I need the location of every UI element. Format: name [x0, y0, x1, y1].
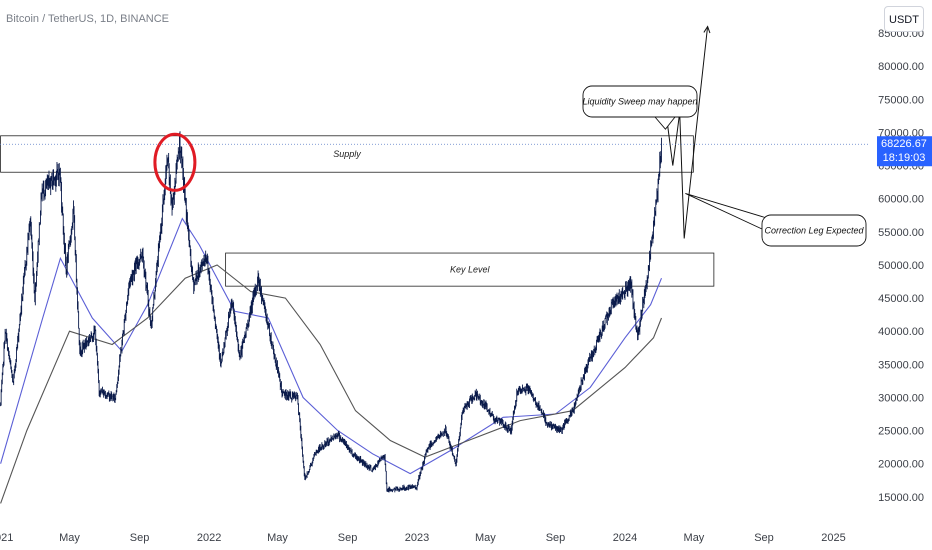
y-tick-label: 40000.00 [878, 326, 924, 338]
highlight-circle [153, 132, 197, 192]
projection-layer [665, 25, 711, 239]
y-tick-label: 60000.00 [878, 194, 924, 206]
x-tick-label: Sep [754, 532, 774, 544]
zone-label: Key Level [450, 265, 491, 275]
x-tick-label: Sep [130, 532, 150, 544]
y-tick-label: 75000.00 [878, 94, 924, 106]
last-price-label: 68226.67 [881, 138, 927, 150]
moving-average-line-2 [0, 264, 663, 504]
y-tick-label: 30000.00 [878, 392, 924, 404]
y-tick-label: 35000.00 [878, 359, 924, 371]
callout-pointer [685, 192, 771, 230]
currency-selector-button[interactable]: USDT [884, 6, 924, 32]
x-tick-label: 2021 [0, 532, 13, 544]
x-tick-label: May [475, 532, 496, 544]
x-tick-label: May [267, 532, 288, 544]
callout-pointer [654, 116, 676, 130]
x-tick-label: 2025 [821, 532, 845, 544]
x-tick-label: May [59, 532, 80, 544]
price-label-layer: 68226.67 18:19:03 [0, 136, 932, 167]
x-tick-label: Sep [338, 532, 358, 544]
y-axis: 15000.00 20000.00 25000.00 30000.00 35000.00… [878, 28, 924, 504]
x-axis: 2021 May Sep 2022 May Sep 2023 May Sep 2024 May Sep… [0, 532, 846, 544]
callout-text: Liquidity Sweep may happen [582, 97, 697, 107]
projection-arrowhead [703, 25, 711, 34]
projection-path [665, 26, 709, 239]
callout-text: Correction Leg Expected [764, 226, 864, 236]
x-tick-label: May [684, 532, 705, 544]
last-price-badge [877, 136, 932, 167]
x-tick-label: 2024 [613, 532, 637, 544]
annotations-layer: Liquidity Sweep may happen Correction Leg… [153, 85, 867, 247]
y-tick-label: 45000.00 [878, 293, 924, 305]
zone-label: Supply [333, 149, 361, 159]
y-tick-label: 50000.00 [878, 260, 924, 272]
y-tick-label: 15000.00 [878, 492, 924, 504]
bar-countdown-label: 18:19:03 [883, 152, 926, 164]
x-tick-label: 2022 [197, 532, 221, 544]
y-tick-label: 20000.00 [878, 459, 924, 471]
candles-layer [0, 131, 662, 493]
x-tick-label: Sep [546, 532, 566, 544]
x-tick-label: 2023 [405, 532, 429, 544]
y-tick-label: 55000.00 [878, 227, 924, 239]
y-tick-label: 80000.00 [878, 61, 924, 73]
callout-box[interactable] [582, 85, 698, 118]
zones-layer: Supply Key Level [0, 135, 715, 287]
callout-box[interactable] [761, 214, 867, 247]
zone-key-level-box[interactable] [225, 252, 715, 287]
y-tick-label: 25000.00 [878, 426, 924, 438]
chart-title: Bitcoin / TetherUS, 1D, BINANCE [6, 13, 170, 25]
